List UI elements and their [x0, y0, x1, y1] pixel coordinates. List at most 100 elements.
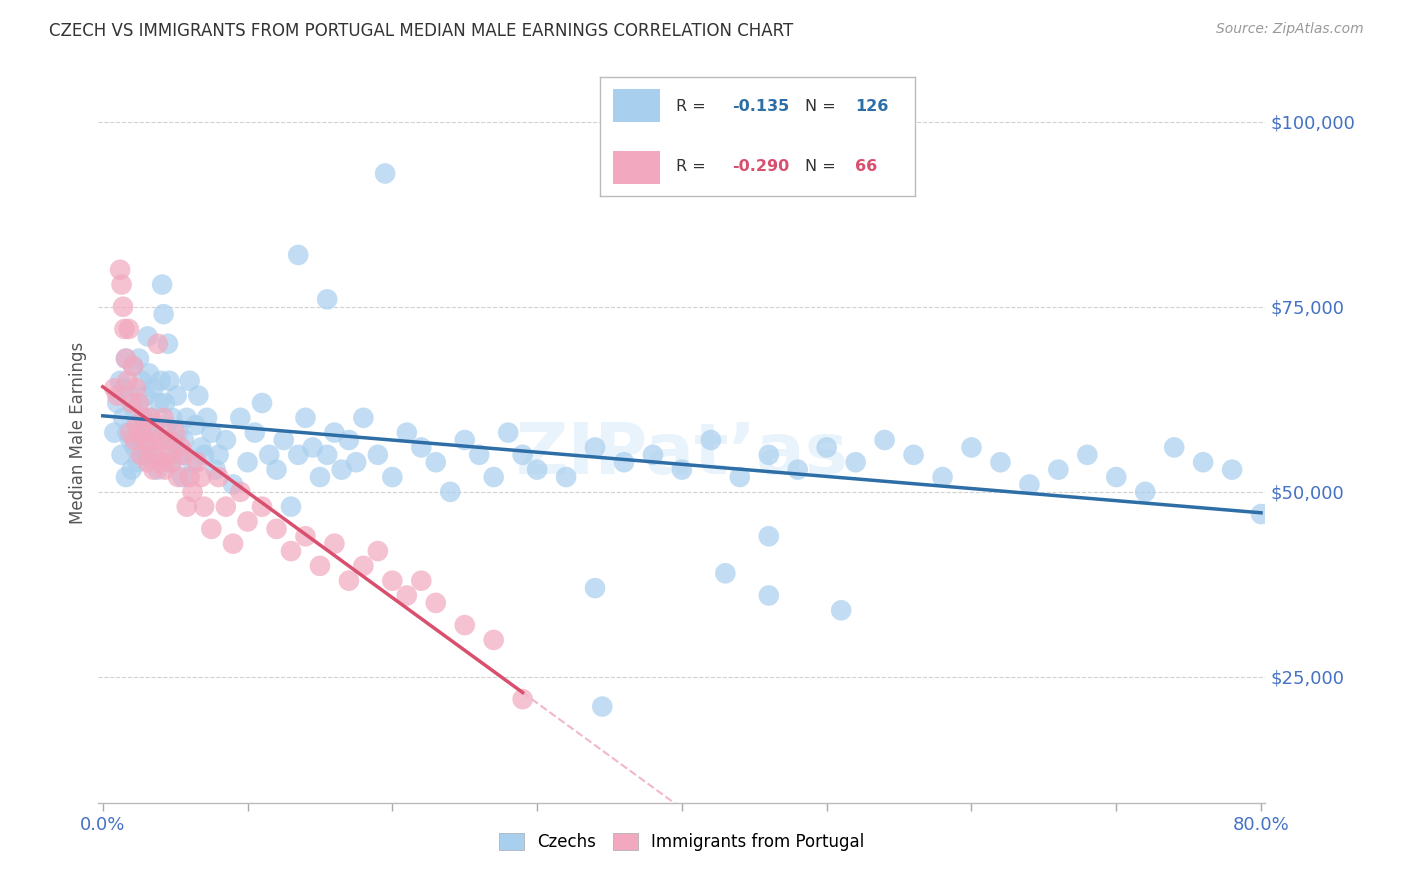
Point: [143, 418, 166, 433]
Point: [758, 448, 780, 462]
Point: [162, 455, 184, 469]
Point: [131, 425, 153, 440]
Point: [1163, 441, 1185, 455]
Point: [148, 396, 170, 410]
Point: [179, 470, 201, 484]
Point: [181, 484, 204, 499]
Point: [136, 329, 159, 343]
Point: [157, 448, 180, 462]
Point: [145, 448, 167, 462]
Point: [222, 536, 245, 550]
Point: [117, 425, 139, 440]
Point: [367, 544, 389, 558]
Point: [135, 433, 157, 447]
Point: [108, 374, 131, 388]
Point: [287, 448, 309, 462]
Point: [280, 500, 302, 514]
Point: [120, 425, 142, 440]
Point: [229, 484, 252, 499]
Point: [259, 448, 281, 462]
Point: [138, 441, 160, 455]
Point: [170, 441, 193, 455]
Point: [132, 410, 155, 425]
Point: [1220, 462, 1243, 476]
Point: [309, 470, 332, 484]
Point: [215, 500, 238, 514]
Point: [903, 448, 925, 462]
Point: [181, 455, 204, 469]
Point: [830, 603, 852, 617]
Point: [131, 374, 153, 388]
Point: [103, 381, 125, 395]
Point: [127, 418, 149, 433]
Point: [700, 433, 723, 447]
Point: [143, 425, 166, 440]
Point: [124, 433, 146, 447]
Point: [157, 374, 180, 388]
Point: [156, 433, 179, 447]
Point: [931, 470, 953, 484]
Point: [112, 410, 135, 425]
Point: [758, 589, 780, 603]
Point: [482, 470, 505, 484]
Point: [1192, 455, 1215, 469]
Point: [381, 574, 404, 588]
Point: [583, 441, 606, 455]
Point: [173, 433, 195, 447]
Point: [190, 470, 212, 484]
Text: CZECH VS IMMIGRANTS FROM PORTUGAL MEDIAN MALE EARNINGS CORRELATION CHART: CZECH VS IMMIGRANTS FROM PORTUGAL MEDIAN…: [49, 22, 793, 40]
Point: [845, 455, 868, 469]
Point: [122, 359, 145, 373]
Point: [439, 484, 461, 499]
Point: [758, 529, 780, 543]
Point: [323, 425, 346, 440]
Point: [128, 351, 150, 366]
Point: [184, 418, 207, 433]
Point: [135, 389, 157, 403]
Point: [266, 522, 288, 536]
Point: [714, 566, 737, 581]
Point: [139, 410, 162, 425]
Point: [187, 389, 209, 403]
Point: [374, 166, 396, 180]
Point: [153, 462, 176, 476]
Point: [1018, 477, 1040, 491]
Point: [236, 515, 259, 529]
Point: [367, 448, 389, 462]
Point: [641, 448, 664, 462]
Point: [179, 374, 201, 388]
Point: [115, 351, 138, 366]
Point: [118, 389, 141, 403]
Point: [195, 410, 218, 425]
Point: [229, 410, 252, 425]
Point: [215, 433, 238, 447]
Point: [124, 441, 146, 455]
Point: [468, 448, 491, 462]
Point: [786, 462, 808, 476]
Point: [222, 477, 245, 491]
Point: [330, 462, 353, 476]
Point: [352, 558, 374, 573]
Point: [613, 455, 636, 469]
Point: [150, 277, 173, 292]
Point: [1105, 470, 1128, 484]
Point: [294, 529, 316, 543]
Point: [316, 293, 339, 307]
Point: [110, 277, 132, 292]
Point: [395, 589, 418, 603]
Point: [167, 425, 190, 440]
Point: [243, 425, 266, 440]
Point: [512, 692, 534, 706]
Point: [165, 441, 187, 455]
Point: [1047, 462, 1070, 476]
Point: [129, 448, 152, 462]
Point: [110, 448, 132, 462]
Point: [990, 455, 1012, 469]
Point: [555, 470, 578, 484]
Point: [173, 448, 195, 462]
Point: [162, 410, 184, 425]
Point: [114, 322, 136, 336]
Point: [301, 441, 323, 455]
Point: [250, 396, 273, 410]
Point: [1250, 507, 1272, 521]
